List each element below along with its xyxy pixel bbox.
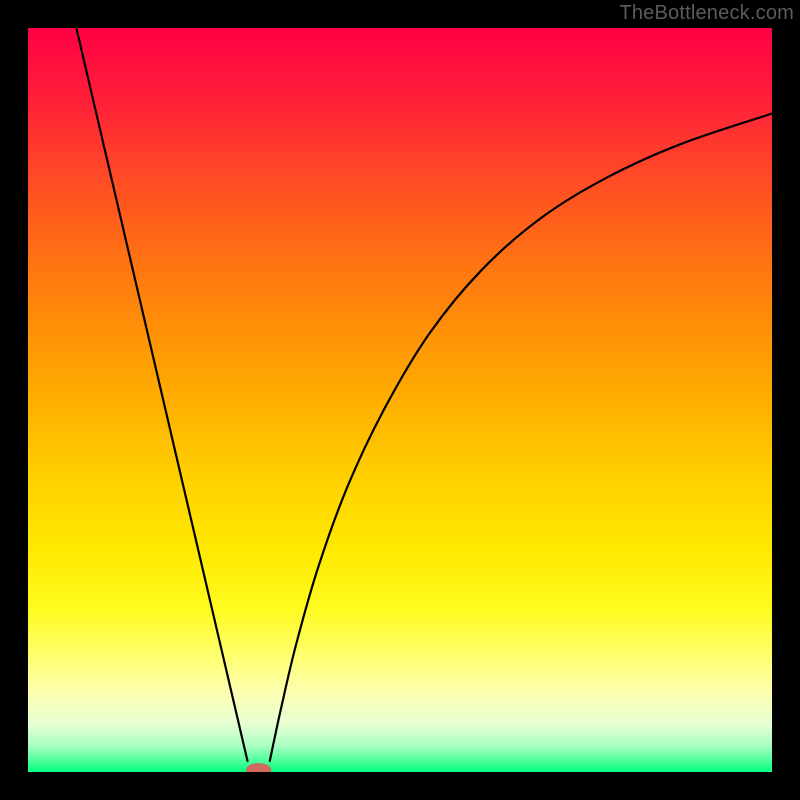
chart-svg (0, 0, 800, 800)
chart-canvas (0, 0, 800, 800)
watermark-text: TheBottleneck.com (619, 2, 794, 25)
plot-background (28, 28, 772, 772)
